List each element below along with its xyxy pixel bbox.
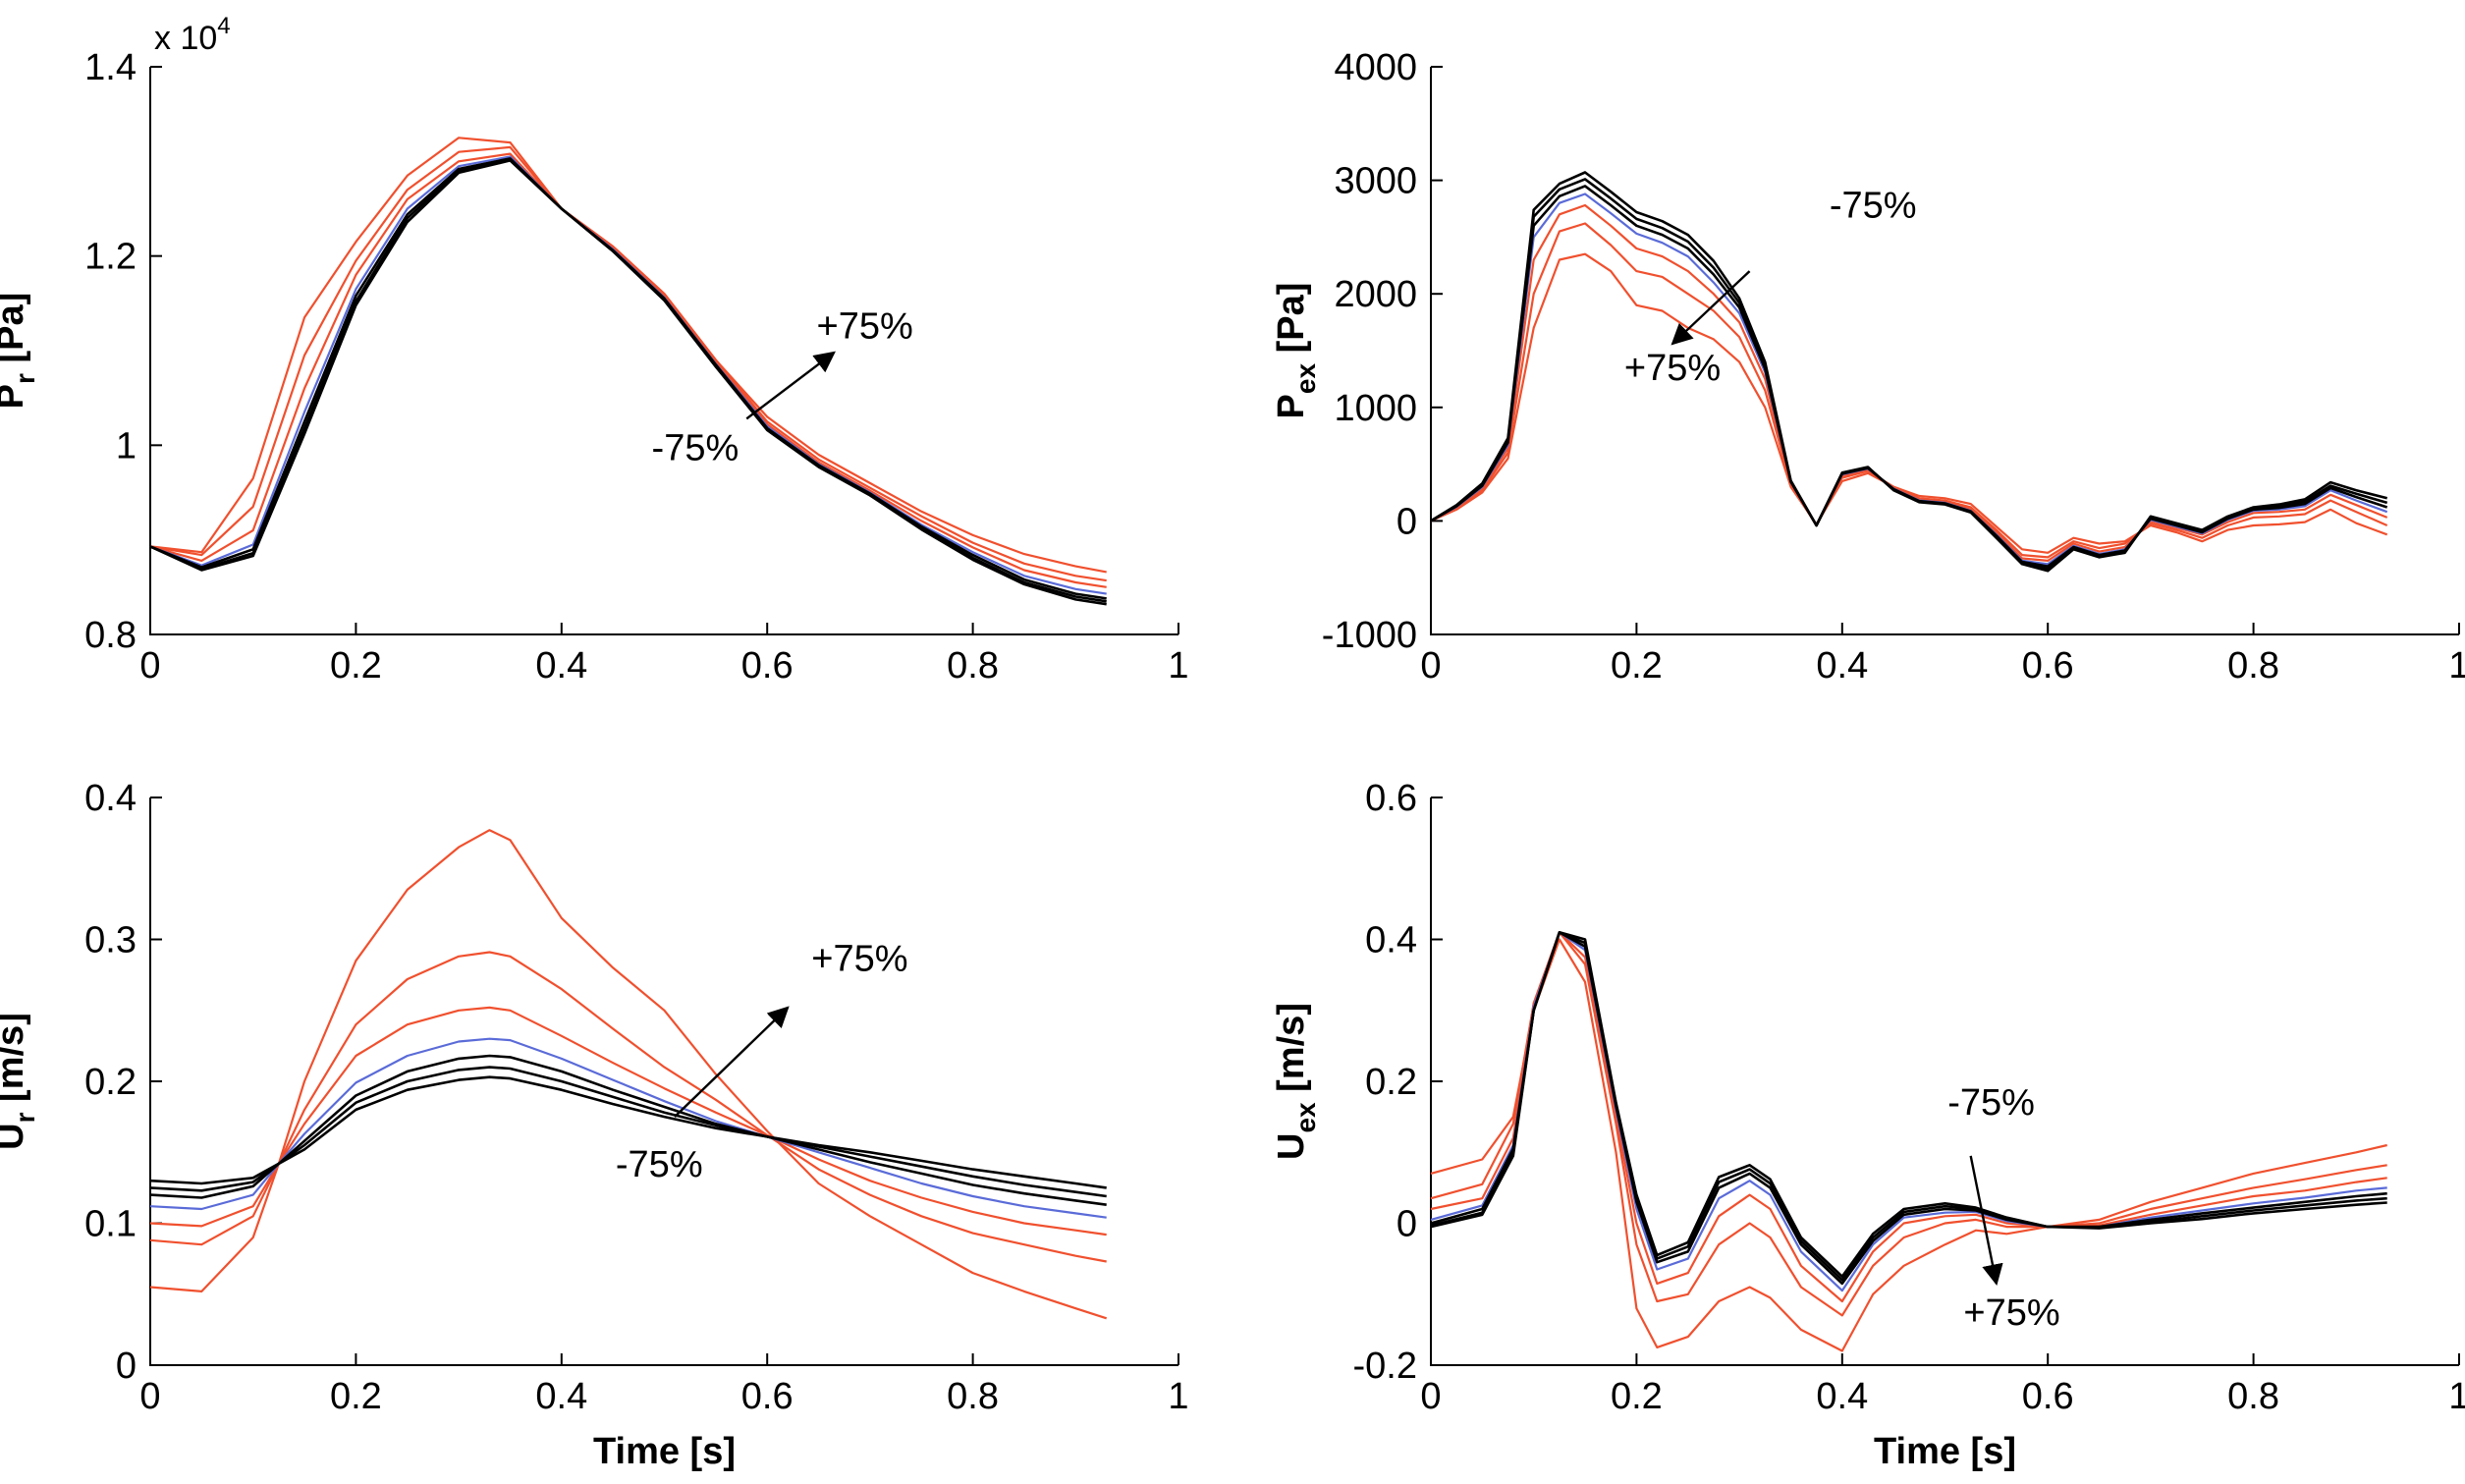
x-tick-label: 0.4 [1816,1376,1868,1417]
x-tick-label: 0.2 [330,645,382,687]
x-tick-label: 0.8 [947,645,999,687]
y-axis-label: Ur [m/s] [0,1013,40,1150]
x-tick-label: 0.2 [1611,645,1663,687]
x-tick-label: 0 [139,645,160,687]
x-tick-label: 0.4 [535,1376,587,1417]
x-tick-label: 0.2 [330,1376,382,1417]
x-tick-label: 0 [1420,645,1441,687]
annotation-arrow [745,351,836,420]
annotation-arrow [1969,1155,2003,1287]
axes-pr [149,67,1178,635]
y-tick-label: 1 [116,425,137,467]
series-line-red-2 [1430,203,2388,563]
y-tick-label: 0.2 [1365,1062,1417,1103]
annotation-label: -75% [1830,186,1917,227]
y-tick-label: 1000 [1334,388,1417,429]
x-tick-label: 1 [1168,1376,1188,1417]
y-tick-label: 2000 [1334,274,1417,315]
x-tick-label: 0.2 [1611,1376,1663,1417]
series-line-red-2 [149,152,1107,588]
series-line-blue-3 [1430,192,2388,566]
series-line-black-6 [1430,171,2388,573]
y-tick-label: 1.2 [84,237,137,278]
y-tick-label: 0 [1397,1204,1417,1245]
axis-exponent: x 104 [154,13,231,57]
y-axis-label: Uex [m/s] [1271,1003,1321,1160]
x-tick-label: 0.6 [741,1376,794,1417]
annotation-label: +75% [1624,348,1721,389]
x-tick-label: 0 [139,1376,160,1417]
chart-panel-pr: 0 0.2 0.4 0.6 0.8 1 0.8 1 1.2 1.4 x 104 Pr [Pa] +75%… [0,13,1189,687]
axes-pex [1430,67,2459,635]
y-axis-label: Pex [Pa] [1271,283,1321,419]
y-tick-label: 0.1 [84,1204,137,1245]
y-tick-label: -0.2 [1353,1346,1417,1387]
y-tick-label: 0.4 [84,778,137,819]
series-line-black-6 [1430,930,2387,1278]
series-line-black-5 [149,158,1107,603]
x-tick-label: 0.6 [741,645,794,687]
x-tick-label: 1 [2448,1376,2465,1417]
x-tick-label: 1 [2448,645,2465,687]
series-line-red-0 [1430,938,2387,1352]
x-axis-label: Time [s] [1874,1431,2016,1472]
series-line-black-6 [149,1075,1107,1189]
axes-uex [1430,797,2459,1366]
series-line-black-4 [1430,185,2388,568]
series-line-blue-3 [149,155,1107,595]
x-axis-label: Time [s] [593,1431,736,1472]
series-line-red-2 [1430,931,2387,1303]
x-tick-label: 0.8 [2227,1376,2279,1417]
y-tick-label: 0.8 [84,615,137,656]
annotation-label: -75% [1947,1082,2035,1124]
series-line-red-1 [149,951,1107,1263]
annotation-label: +75% [817,305,913,347]
annotation-label: +75% [1963,1292,2059,1334]
x-tick-label: 0.6 [2022,645,2074,687]
series-line-red-1 [149,145,1107,582]
x-tick-label: 0.8 [2227,645,2279,687]
series-line-red-1 [1430,931,2387,1317]
series-line-red-1 [1430,222,2388,559]
annotation-label: +75% [811,938,907,979]
series-line-blue-3 [149,1037,1107,1219]
series-line-black-5 [1430,930,2387,1282]
y-tick-label: 0.6 [1365,778,1417,819]
chart-panel-pex: 0 0.2 0.4 0.6 0.8 1-100001000200030004000Pex … [1271,47,2465,687]
x-tick-label: 0.4 [1816,645,1868,687]
y-tick-label: 0.4 [1365,920,1417,962]
series-line-black-4 [1430,930,2387,1286]
y-tick-label: 1.4 [84,47,137,88]
series-line-red-0 [149,829,1108,1320]
y-tick-label: 0.3 [84,920,137,962]
series-line-red-2 [149,1006,1107,1237]
y-tick-label: 4000 [1334,47,1417,88]
series-line-black-6 [149,159,1107,606]
annotation-label: -75% [652,428,740,469]
series-line-black-4 [149,1054,1107,1206]
series-line-blue-3 [1430,931,2387,1292]
y-axis-label: Pr [Pa] [0,293,40,410]
series-line-red-0 [149,137,1107,574]
x-tick-label: 0.4 [535,645,587,687]
series-line-red-0 [1430,252,2388,554]
y-tick-label: 3000 [1334,161,1417,202]
x-tick-label: 1 [1168,645,1188,687]
y-tick-label: 0.2 [84,1062,137,1103]
annotation-label: -75% [616,1144,703,1185]
chart-panel-ur: 0 0.2 0.4 0.6 0.8 1 0 0.1 0.2 0.3 0.4 Ur [m/s] Time … [0,778,1189,1472]
y-tick-label: -1000 [1322,615,1417,656]
x-tick-label: 0.8 [947,1376,999,1417]
annotation-arrow [1671,270,1751,346]
x-tick-label: 0.6 [2022,1376,2074,1417]
series-line-black-5 [149,1066,1107,1198]
series-line-black-4 [149,157,1107,600]
annotation-arrow [674,1006,790,1118]
y-tick-label: 0 [1397,501,1417,542]
y-tick-label: 0 [116,1346,137,1387]
x-tick-label: 0 [1420,1376,1441,1417]
